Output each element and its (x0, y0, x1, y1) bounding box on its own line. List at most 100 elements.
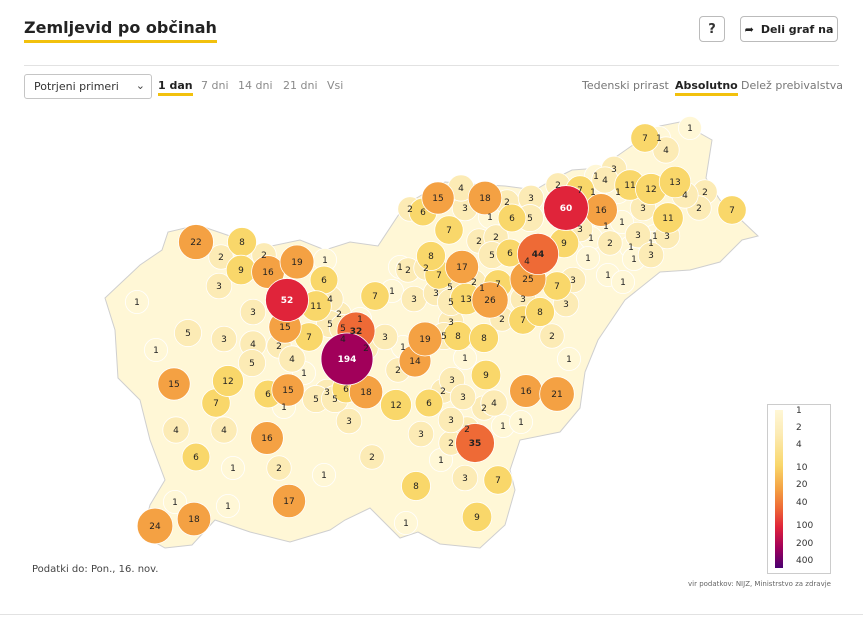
municipality-region[interactable] (250, 421, 284, 455)
mode-population-share[interactable]: Delež prebivalstva (741, 79, 844, 92)
municipality-region[interactable] (181, 442, 211, 472)
municipality-region[interactable] (266, 455, 292, 481)
municipality-count-label: 2 (481, 404, 487, 414)
municipality-region[interactable] (360, 281, 390, 311)
municipality-region[interactable] (434, 215, 464, 245)
municipality-count-label: 6 (507, 249, 513, 259)
municipality-region[interactable] (445, 250, 479, 284)
mode-weekly-growth[interactable]: Tedenski prirast (582, 79, 669, 92)
municipality-region[interactable] (359, 444, 385, 470)
municipality-region[interactable] (576, 245, 601, 270)
municipality-region[interactable] (539, 376, 575, 412)
municipality-region[interactable] (136, 507, 174, 545)
metric-select[interactable]: Potrjeni primeri ⌄ (24, 74, 152, 99)
footer-divider (0, 614, 863, 615)
municipality-region[interactable] (416, 241, 446, 271)
municipality-region[interactable] (380, 389, 412, 421)
municipality-region[interactable] (335, 407, 363, 435)
municipality-region[interactable] (210, 416, 238, 444)
municipality-region[interactable] (611, 269, 636, 294)
municipality-region[interactable] (215, 493, 240, 518)
municipality-region[interactable] (508, 409, 533, 434)
municipality-region[interactable] (437, 406, 465, 434)
municipality-region[interactable] (539, 323, 565, 349)
mode-absolute[interactable]: Absolutno (675, 79, 738, 96)
municipality-region[interactable] (401, 471, 431, 501)
municipality-count-label: 7 (306, 333, 312, 343)
municipality-region[interactable] (157, 367, 191, 401)
period-7-days[interactable]: 7 dni (201, 79, 229, 92)
period-1-day[interactable]: 1 dan (158, 79, 193, 96)
municipality-count-label: 1 (397, 263, 403, 273)
municipality-region[interactable] (597, 230, 623, 256)
municipality-region[interactable] (143, 337, 168, 362)
municipality-count-label: 3 (382, 333, 388, 343)
municipality-region[interactable] (525, 297, 555, 327)
municipality-count-label: 4 (221, 426, 227, 436)
municipality-region[interactable] (652, 202, 684, 234)
municipality-region[interactable] (125, 289, 150, 314)
municipality-count-label: 3 (324, 388, 330, 398)
municipality-count-label: 2 (276, 464, 282, 474)
municipality-region[interactable] (238, 349, 266, 377)
legend-label: 10 (796, 463, 808, 473)
period-14-days[interactable]: 14 dni (238, 79, 273, 92)
municipality-region[interactable] (543, 185, 589, 231)
municipality-region[interactable] (471, 281, 509, 319)
municipality-region[interactable] (178, 224, 214, 260)
municipality-region[interactable] (205, 272, 233, 300)
municipality-region[interactable] (467, 180, 503, 216)
period-all[interactable]: Vsi (327, 79, 344, 92)
share-button[interactable]: ➦ Deli graf na (740, 16, 838, 42)
help-button[interactable]: ? (699, 16, 725, 42)
municipality-region[interactable] (497, 203, 527, 233)
municipality-region[interactable] (265, 278, 309, 322)
municipality-count-label: 1 (518, 418, 524, 428)
municipality-region[interactable] (557, 346, 582, 371)
municipality-region[interactable] (210, 325, 238, 353)
municipality-region[interactable] (393, 510, 418, 535)
municipality-count-label: 5 (249, 359, 255, 369)
municipality-region[interactable] (279, 244, 315, 280)
municipality-region[interactable] (271, 373, 305, 407)
municipality-region[interactable] (162, 489, 187, 514)
municipality-count-label: 3 (528, 194, 534, 204)
municipality-count-label: 6 (193, 453, 199, 463)
municipality-region[interactable] (516, 232, 560, 276)
municipality-region[interactable] (162, 416, 190, 444)
municipality-region[interactable] (451, 464, 479, 492)
municipality-region[interactable] (272, 484, 306, 518)
municipality-region[interactable] (717, 195, 747, 225)
municipality-region[interactable] (470, 359, 502, 391)
municipality-region[interactable] (658, 165, 692, 199)
municipality-region[interactable] (455, 423, 495, 463)
municipality-region[interactable] (414, 388, 444, 418)
municipality-region[interactable] (278, 345, 306, 373)
municipality-count-label: 7 (213, 399, 219, 409)
municipality-count-label: 2 (696, 204, 702, 214)
municipality-region[interactable] (320, 332, 374, 386)
municipality-count-label: 6 (509, 214, 515, 224)
municipality-region[interactable] (630, 123, 660, 153)
municipality-region[interactable] (449, 383, 477, 411)
municipality-region[interactable] (311, 462, 336, 487)
municipality-region[interactable] (220, 455, 245, 480)
municipality-region[interactable] (239, 298, 267, 326)
municipality-count-label: 3 (221, 335, 227, 345)
municipality-region[interactable] (174, 319, 202, 347)
period-21-days[interactable]: 21 dni (283, 79, 318, 92)
municipality-region[interactable] (678, 116, 703, 141)
municipality-region[interactable] (469, 323, 499, 353)
municipality-region[interactable] (624, 221, 652, 249)
municipality-region[interactable] (407, 321, 443, 357)
municipality-region[interactable] (483, 465, 513, 495)
municipality-region[interactable] (637, 241, 665, 269)
municipality-region[interactable] (461, 501, 493, 533)
municipality-count-label: 1 (615, 188, 621, 198)
municipality-region[interactable] (176, 501, 212, 537)
municipality-region[interactable] (480, 389, 508, 417)
share-button-label: Deli graf na (760, 22, 834, 36)
municipality-region[interactable] (421, 181, 455, 215)
municipality-region[interactable] (407, 420, 435, 448)
municipality-region[interactable] (212, 365, 244, 397)
